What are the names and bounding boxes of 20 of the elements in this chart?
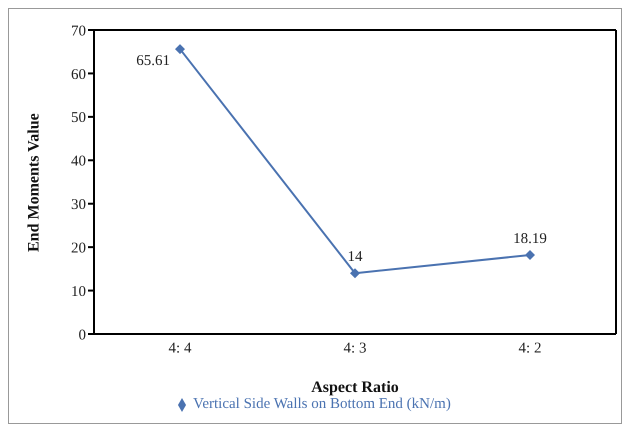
x-tick-label: 4: 2 (518, 340, 542, 357)
legend-label: Vertical Side Walls on Bottom End (kN/m) (193, 396, 451, 412)
y-tick-label: 40 (71, 154, 86, 170)
y-axis-title: End Moments Value (26, 113, 43, 252)
x-tick-label: 4: 4 (168, 340, 192, 357)
point (525, 250, 535, 260)
point (350, 268, 360, 278)
y-tick-label: 20 (71, 240, 86, 256)
y-tick-label: 70 (71, 23, 86, 40)
x-axis-title: Aspect Ratio (311, 379, 399, 396)
y-tick-label: 0 (78, 327, 86, 344)
data-label: 14 (348, 249, 363, 266)
data-label: 65.61 (136, 53, 170, 70)
data-label: 18.19 (513, 231, 547, 248)
y-tick-label: 30 (71, 197, 86, 214)
y-tick-label: 60 (71, 66, 86, 83)
point (175, 44, 185, 54)
y-tick-label: 10 (71, 284, 86, 300)
y-tick-label: 50 (71, 110, 86, 126)
x-tick-label: 4: 3 (344, 340, 366, 357)
